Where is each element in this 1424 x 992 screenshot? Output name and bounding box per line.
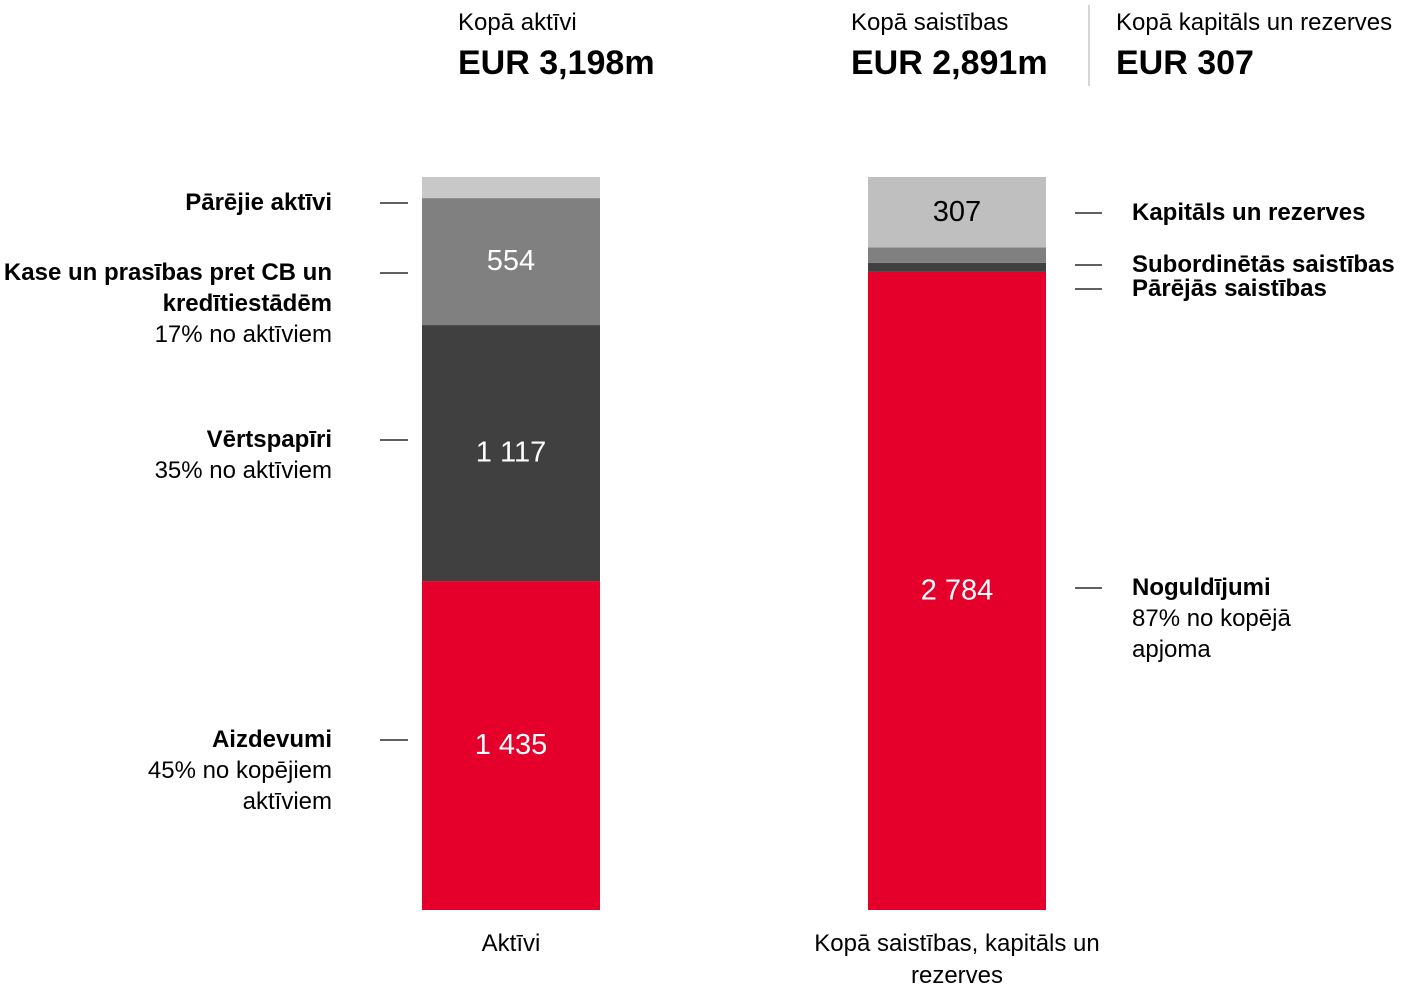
- header-label: Kopā kapitāls un rezerves: [1116, 9, 1393, 36]
- category-label: Kopā saistības, kapitāls un rezerves: [814, 930, 1100, 989]
- segment-label: Kapitāls un rezerves: [1132, 197, 1424, 228]
- bar-segment: [868, 177, 1046, 248]
- segment-name: Kase un prasības pret CB un kredītiestād…: [3, 259, 332, 317]
- segment-label: Vērtspapīri 35% no aktīviem: [0, 424, 332, 486]
- value-label: 1 117: [476, 437, 546, 469]
- bar-segment: [422, 198, 600, 326]
- value-label: 1 435: [475, 729, 548, 761]
- segment-name: Vērtspapīri: [206, 426, 332, 453]
- header-value: EUR 2,891m: [851, 44, 1048, 82]
- segment-name: Subordinētās saistības: [1132, 251, 1395, 278]
- header-label: Kopā saistības: [851, 9, 1009, 36]
- segment-name: Aizdevumi: [211, 726, 332, 753]
- segment-note: 17% no aktīviem: [154, 321, 332, 348]
- segment-name: Noguldījumi: [1132, 574, 1271, 601]
- header-value: EUR 307: [1116, 44, 1254, 82]
- header-label: Kopā aktīvi: [458, 9, 577, 36]
- segment-note: 35% no aktīviem: [154, 457, 332, 484]
- bar-segment: [868, 262, 1046, 272]
- value-label: 554: [487, 245, 535, 277]
- segment-label: Noguldījumi 87% no kopējā apjoma: [1132, 572, 1332, 665]
- segment-name: Pārējie aktīvi: [185, 189, 332, 216]
- value-label: 307: [933, 196, 981, 228]
- segment-name: Kapitāls un rezerves: [1132, 199, 1366, 226]
- header-value: EUR 3,198m: [458, 44, 655, 82]
- segment-label: Pārējie aktīvi: [0, 187, 332, 218]
- category-label: Aktīvi: [481, 930, 541, 957]
- value-label: 2 784: [921, 575, 994, 607]
- segment-name: Pārējās saistības: [1132, 275, 1327, 302]
- bar-segment: [422, 177, 600, 199]
- bar-segment: [422, 581, 600, 910]
- bar-segment: [868, 247, 1046, 263]
- segment-label: Aizdevumi 45% no kopējiem aktīviem: [112, 724, 332, 817]
- segment-label: Pārējās saistības: [1132, 273, 1424, 304]
- bar-segment: [422, 325, 600, 582]
- segment-note: 87% no kopējā apjoma: [1132, 605, 1291, 663]
- segment-label: Subordinētās saistības: [1132, 249, 1424, 280]
- segment-label: Kase un prasības pret CB un kredītiestād…: [0, 257, 332, 350]
- bar-segment: [868, 271, 1046, 910]
- segment-note: 45% no kopējiem aktīviem: [147, 757, 332, 815]
